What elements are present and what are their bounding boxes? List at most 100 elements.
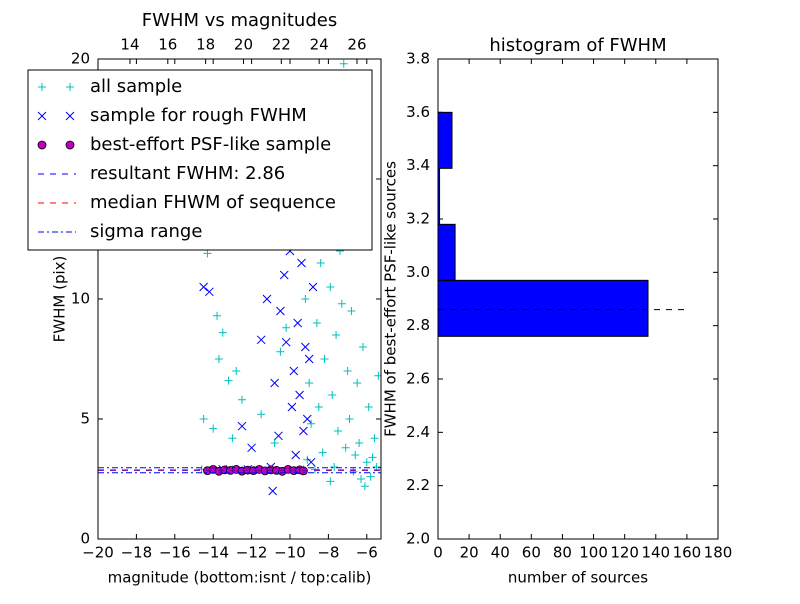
x-tick-label: −8 [317,544,339,562]
y-tick-label: 3.4 [406,156,430,174]
point [257,410,266,419]
x-tick-label: −20 [82,544,114,562]
point [218,328,227,337]
y-tick-label: 2.6 [406,370,430,388]
top-x-tick-label: 22 [272,36,291,54]
legend-label: best-effort PSF-like sample [90,134,331,155]
point [318,448,327,457]
bar [437,111,453,169]
point [351,451,360,459]
point [308,282,318,292]
y-axis-label: FWHM of best-effort PSF-like sources [382,161,400,437]
top-x-tick-label: 26 [347,36,366,54]
plot-area [98,59,381,496]
point [345,415,354,423]
point [276,306,285,316]
point [305,379,314,387]
point [333,427,342,435]
top-x-tick-label: 14 [120,36,139,54]
x-tick-label: 180 [704,544,733,562]
point [199,415,208,423]
point [203,249,212,258]
point [337,299,346,308]
top-x-tick-label: 18 [196,36,215,54]
point [303,455,312,464]
y-axis-label: FWHM (pix) [51,256,69,343]
x-tick-label: 120 [610,544,639,562]
x-tick-label: 20 [460,544,479,562]
top-x-tick-label: 24 [310,36,329,54]
point [282,323,291,332]
point [370,434,379,443]
point [349,467,358,476]
y-tick-label: 10 [71,290,90,308]
point [279,270,289,280]
chart-title: histogram of FWHM [489,35,666,56]
legend-label: median FHWM of sequence [90,192,336,213]
y-tick-label: 2.8 [406,316,430,334]
point [262,294,272,304]
bar [437,279,649,337]
point [302,414,312,424]
point [214,355,223,363]
point [312,319,321,327]
legend-label: sample for rough FWHM [90,105,307,126]
x-tick-label: 80 [553,544,572,562]
point [205,287,214,297]
point [281,337,291,347]
point [332,331,341,339]
point [228,434,237,443]
point [330,463,339,471]
point [274,431,283,441]
x-tick-label: −14 [197,544,229,562]
point [232,367,241,375]
y-tick-label: 3.6 [406,103,430,121]
point [343,367,352,375]
point [339,59,348,68]
x-axis-label: number of sources [508,569,648,587]
point [268,486,278,496]
legend-marker [66,83,74,91]
point [224,376,233,385]
point [307,419,316,428]
point [270,378,279,388]
plot-frame [97,58,382,540]
point [291,450,301,460]
x-tick-label: 0 [433,544,443,562]
point [301,342,310,352]
top-x-tick-label: 16 [158,36,177,54]
y-tick-label: 3.8 [406,50,430,68]
point [328,391,337,399]
point [355,439,364,447]
legend-marker [38,83,46,91]
x-axis-label: magnitude (bottom:isnt / top:calib) [108,569,372,587]
y-tick-label: 5 [80,410,90,428]
legend-marker [65,140,75,150]
point [358,343,367,351]
x-tick-label: −10 [274,544,306,562]
point [357,475,366,483]
point [301,295,310,303]
point [213,311,222,320]
point [353,379,362,387]
point [368,453,377,462]
bar [437,223,456,281]
point [366,472,375,481]
y-tick-label: 0 [80,530,90,548]
point [306,457,316,467]
point [237,395,246,404]
x-tick-label: 60 [522,544,541,562]
chart-title: FWHM vs magnitudes [142,10,337,31]
point [326,477,335,486]
top-x-tick-label: 20 [234,36,253,54]
point [293,318,303,328]
point [316,259,325,267]
x-tick-label: −6 [356,544,378,562]
point [247,443,256,453]
legend-marker [65,111,75,121]
point [289,366,299,376]
x-tick-label: 160 [673,544,702,562]
point [299,426,308,436]
x-tick-label: 140 [641,544,670,562]
